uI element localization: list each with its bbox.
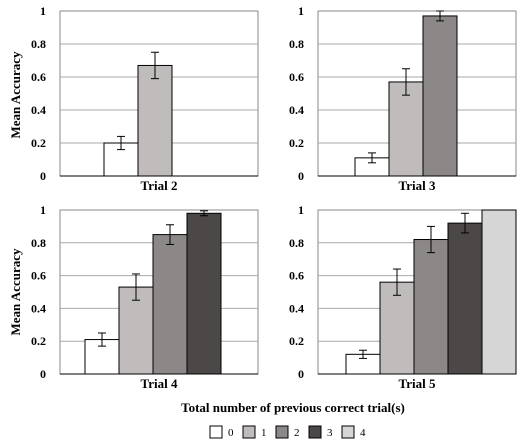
chart-panel-1: 0 0.2 0.4 0.6 0.8 1 Trial 2: [31, 4, 259, 193]
y-tick-label: 1: [40, 4, 46, 18]
y-tick-label: 0: [40, 367, 46, 381]
panels: 0 0.2 0.4 0.6 0.8 1 Trial 2 0 0.2 0.4 0.6 0.8 1 Trial…: [31, 4, 517, 391]
y-tick-label: 0.4: [31, 301, 46, 315]
legend-label-1: 1: [261, 427, 267, 439]
y-tick-label: 0: [298, 169, 304, 183]
bar-1: [388, 81, 424, 177]
y-tick-label: 0.8: [289, 37, 304, 51]
bar-3: [186, 212, 222, 375]
chart-panel-2: 0 0.2 0.4 0.6 0.8 1 Trial 3: [289, 4, 517, 193]
bar-2: [422, 15, 458, 177]
legend-label-4: 4: [360, 427, 366, 439]
y-tick-label: 1: [298, 203, 304, 217]
y-axis-label-top: Mean Accuracy: [8, 51, 23, 139]
legend: 0 1 2 3 4: [209, 425, 366, 439]
y-tick-label: 0.2: [289, 136, 304, 150]
legend-label-0: 0: [228, 427, 234, 439]
panel-title: Trial 4: [141, 376, 178, 391]
legend-swatch-1: [242, 425, 256, 439]
y-tick-label: 0.6: [289, 269, 304, 283]
legend-swatch-4: [341, 425, 355, 439]
y-tick-label: 0.8: [289, 236, 304, 250]
bar-3: [447, 222, 483, 375]
legend-swatch-3: [308, 425, 322, 439]
y-tick-label: 0.6: [31, 70, 46, 84]
y-tick-label: 0.4: [289, 103, 304, 117]
y-axis-label-bottom: Mean Accuracy: [8, 248, 23, 336]
panel-title: Trial 2: [141, 178, 178, 193]
legend-swatch-2: [275, 425, 289, 439]
bar-1: [137, 64, 173, 177]
y-tick-label: 1: [298, 4, 304, 18]
y-tick-label: 0.8: [31, 236, 46, 250]
y-tick-label: 1: [40, 203, 46, 217]
chart-panel-3: 0 0.2 0.4 0.6 0.8 1 Trial 4: [31, 203, 259, 391]
panel-title: Trial 5: [399, 376, 436, 391]
y-tick-label: 0.6: [289, 70, 304, 84]
y-tick-label: 0.6: [31, 269, 46, 283]
y-tick-label: 0.4: [289, 301, 304, 315]
bar-2: [413, 239, 449, 375]
bar-2: [152, 234, 188, 375]
y-tick-label: 0.2: [31, 334, 46, 348]
legend-label-3: 3: [327, 427, 333, 439]
y-tick-label: 0.4: [31, 103, 46, 117]
bar-4: [481, 209, 517, 375]
y-tick-label: 0.2: [289, 334, 304, 348]
legend-swatch-0: [209, 425, 223, 439]
y-tick-label: 0: [298, 367, 304, 381]
x-axis-label: Total number of previous correct trial(s…: [181, 400, 405, 415]
legend-label-2: 2: [294, 427, 300, 439]
chart-panel-4: 0 0.2 0.4 0.6 0.8 1 Trial 5: [289, 203, 517, 391]
bar-1: [379, 281, 415, 375]
y-tick-label: 0: [40, 169, 46, 183]
y-tick-label: 0.8: [31, 37, 46, 51]
panel-title: Trial 3: [399, 178, 436, 193]
y-tick-label: 0.2: [31, 136, 46, 150]
